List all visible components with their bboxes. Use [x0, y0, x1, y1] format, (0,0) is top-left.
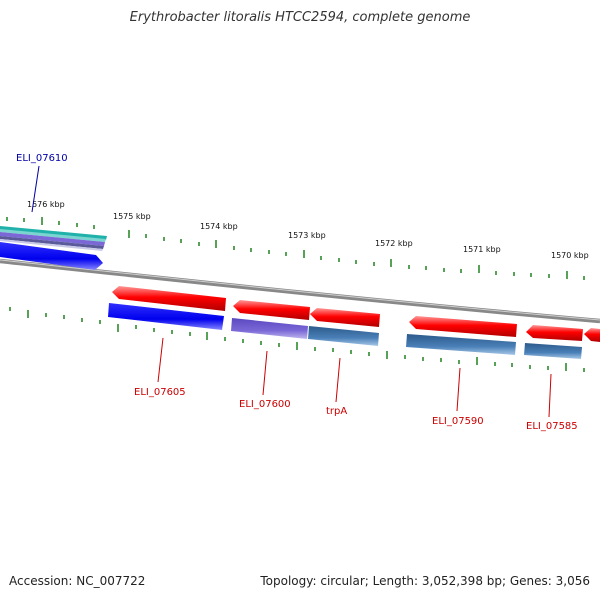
ruler-ticks-lower — [9, 307, 585, 372]
ruler-label-1576: 1576 kbp — [27, 200, 65, 209]
leader-eli-07585 — [548, 373, 552, 418]
ruler-label-1571: 1571 kbp — [463, 245, 501, 254]
label-eli-07600[interactable]: ELI_07600 — [239, 399, 291, 410]
ruler-label-1572: 1572 kbp — [375, 239, 413, 248]
cds-arrow-1[interactable] — [112, 286, 226, 311]
ruler-label-1574: 1574 kbp — [200, 222, 238, 231]
leader-eli-07610 — [31, 165, 40, 213]
gene-eli-07590-bar[interactable] — [406, 334, 516, 355]
ruler-label-1570: 1570 kbp — [551, 251, 589, 260]
label-eli-07590[interactable]: ELI_07590 — [432, 416, 484, 427]
accession-text: Accession: NC_007722 — [9, 574, 146, 588]
forward-feature-stack[interactable] — [0, 226, 107, 251]
map-title: Erythrobacter litoralis HTCC2594, comple… — [129, 10, 471, 25]
label-eli-07610[interactable]: ELI_07610 — [16, 153, 68, 164]
leader-eli-07600 — [262, 350, 268, 396]
leader-trpa — [335, 357, 341, 403]
ruler-label-1575: 1575 kbp — [113, 212, 151, 221]
cds-arrow-6[interactable] — [584, 328, 600, 342]
gene-eli-07600-bar[interactable] — [231, 318, 308, 339]
label-eli-07585[interactable]: ELI_07585 — [526, 421, 578, 432]
cds-arrow-5[interactable] — [526, 325, 583, 341]
cds-arrow-2[interactable] — [233, 300, 310, 320]
leader-eli-07590 — [456, 367, 461, 412]
cds-arrow-3[interactable] — [310, 308, 380, 327]
genome-backbone — [0, 258, 600, 324]
gene-eli-07585-bar[interactable] — [524, 343, 582, 359]
label-trpa[interactable]: trpA — [326, 406, 347, 417]
genome-summary-text: Topology: circular; Length: 3,052,398 bp… — [260, 574, 590, 588]
label-eli-07605[interactable]: ELI_07605 — [134, 387, 186, 398]
leader-eli-07605 — [157, 337, 164, 383]
ruler-ticks-upper — [6, 217, 585, 280]
ruler-label-1573: 1573 kbp — [288, 231, 326, 240]
gene-eli-07610-arrow[interactable] — [0, 242, 103, 270]
cds-arrow-4[interactable] — [409, 316, 517, 337]
gene-eli-07605-bar[interactable] — [108, 303, 224, 330]
gene-trpa-bar[interactable] — [308, 326, 379, 346]
